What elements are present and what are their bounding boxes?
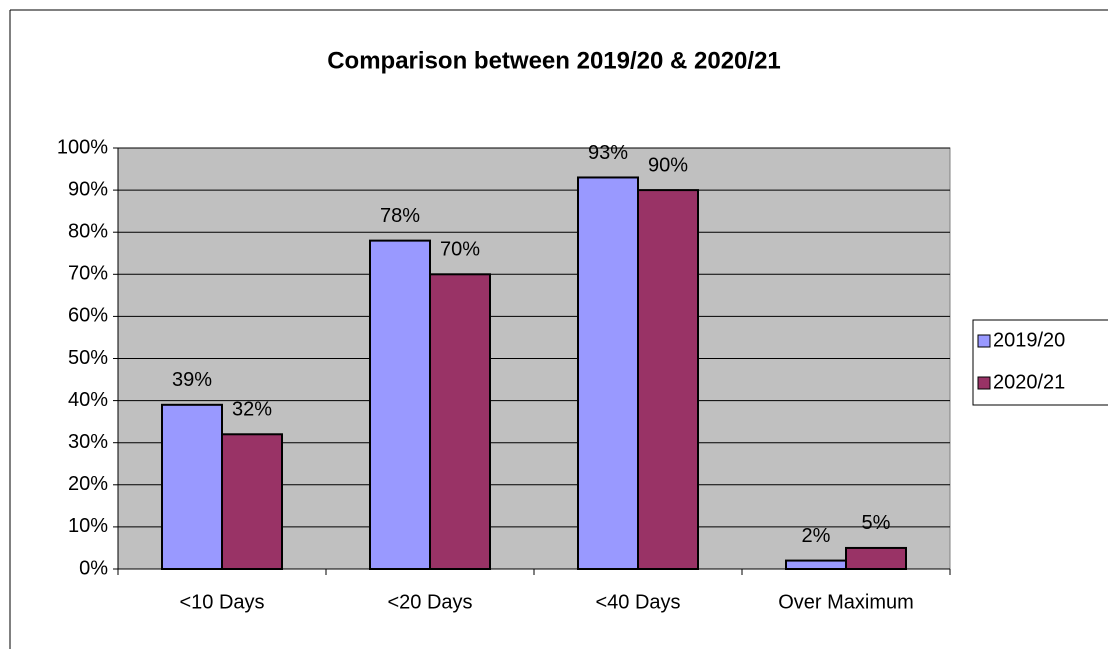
bar [369, 239, 431, 570]
y-tick-label: 40% [68, 389, 108, 411]
y-tick-label: 100% [57, 136, 108, 158]
legend-label: 2020/21 [993, 371, 1065, 393]
bar [637, 189, 699, 570]
y-tick-label: 0% [79, 557, 108, 579]
value-label: 93% [588, 142, 628, 164]
y-tick-label: 30% [68, 431, 108, 453]
value-label: 90% [648, 154, 688, 176]
x-tick-label: <40 Days [595, 591, 680, 613]
bar [161, 403, 223, 570]
legend-box [972, 319, 1108, 406]
value-label: 78% [380, 205, 420, 227]
value-label: 5% [862, 512, 891, 534]
y-tick-label: 20% [68, 473, 108, 495]
bar [577, 176, 639, 570]
y-tick-label: 70% [68, 263, 108, 285]
y-tick-label: 60% [68, 305, 108, 327]
legend-swatch [977, 334, 991, 348]
y-tick-label: 10% [68, 515, 108, 537]
value-label: 39% [172, 369, 212, 391]
chart-title: Comparison between 2019/20 & 2020/21 [327, 47, 781, 74]
legend-label: 2019/20 [993, 329, 1065, 351]
value-label: 2% [802, 525, 831, 547]
x-tick-label: <10 Days [179, 591, 264, 613]
bar [429, 273, 491, 570]
y-tick-label: 80% [68, 220, 108, 242]
value-label: 70% [440, 239, 480, 261]
y-tick-label: 90% [68, 178, 108, 200]
x-tick-label: <20 Days [387, 591, 472, 613]
legend-swatch [977, 376, 991, 390]
bar [845, 546, 907, 571]
bar [221, 433, 283, 570]
value-label: 32% [232, 399, 272, 421]
y-tick-label: 50% [68, 347, 108, 369]
bar [785, 559, 847, 571]
x-tick-label: Over Maximum [778, 591, 914, 613]
